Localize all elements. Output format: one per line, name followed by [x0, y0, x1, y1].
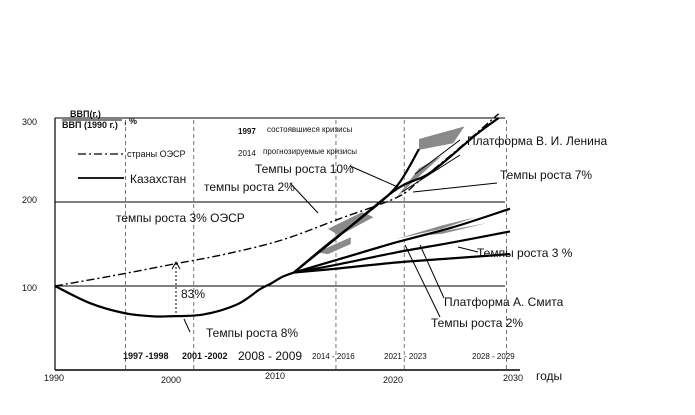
legend-note-2014-label: прогнозируемые кризисы: [263, 147, 357, 156]
y-tick-300: 300: [22, 117, 37, 127]
grid: [55, 117, 505, 287]
x-tick-2000: 2000: [161, 375, 181, 385]
series-line-3: [293, 117, 500, 274]
annotation-growth-2-upper: темпы роста 2%: [204, 180, 295, 194]
x-tick-2030: 2030: [503, 373, 523, 383]
y-label-denominator: ВВП (1990 г.): [62, 120, 118, 130]
crisis-shade-3: [396, 217, 476, 239]
legend-note-1997-label: состоявшиеся кризисы: [267, 125, 353, 134]
crisis-shade-5: [316, 237, 351, 255]
annotation-growth-10: Темпы роста 10%: [255, 162, 354, 176]
annotation-growth-8: Темпы роста 8%: [206, 326, 298, 340]
period-2008-2009: 2008 - 2009: [238, 349, 302, 363]
period-1997-1998: 1997 -1998: [123, 351, 169, 361]
x-tick-1990: 1990: [44, 373, 64, 383]
series-line-1: [54, 271, 295, 318]
annotation-growth-3: Темпы роста 3 %: [477, 246, 573, 260]
annotation-83-percent: 83%: [181, 287, 205, 301]
y-tick-200: 200: [22, 195, 37, 205]
y-label-numerator: ВВП(г.): [70, 109, 101, 119]
series-group: [54, 113, 511, 318]
series-line-5: [293, 230, 511, 274]
annotation-growth-2-lower: Темпы роста 2%: [431, 316, 523, 330]
legend-kz-label: Казахстан: [130, 172, 186, 186]
gap-83-arrow-head: [171, 260, 181, 270]
y-tick-100: 100: [22, 283, 37, 293]
y-label-unit: , %: [124, 116, 137, 126]
annotation-lenin-platform: Платформа В. И. Ленина: [467, 134, 607, 148]
annotation-growth-7: Темпы роста 7%: [500, 168, 592, 182]
annotation-oecd-3: темпы роста 3% ОЭСР: [116, 211, 245, 225]
series-line-4: [293, 207, 511, 274]
leader-lines: [183, 139, 498, 333]
period-2028-2029: 2028 - 2029: [472, 352, 515, 361]
x-axis-label: годы: [536, 369, 562, 383]
legend-oecd-label: страны ОЭСР: [127, 149, 186, 159]
crisis-shade-1: [419, 126, 465, 150]
x-tick-2020: 2020: [383, 375, 403, 385]
legend-note-1997-year: 1997: [238, 127, 256, 136]
period-2021-2023: 2021 - 2023: [384, 352, 427, 361]
series-line-6: [293, 252, 511, 274]
x-tick-2010: 2010: [265, 371, 285, 381]
annotation-smith-platform: Платформа А. Смита: [444, 295, 564, 309]
period-2001-2002: 2001 -2002: [182, 351, 228, 361]
legend-note-2014-year: 2014: [238, 149, 256, 158]
crisis-shade-2: [328, 212, 374, 236]
period-2014-2016: 2014 - 2016: [312, 352, 355, 361]
